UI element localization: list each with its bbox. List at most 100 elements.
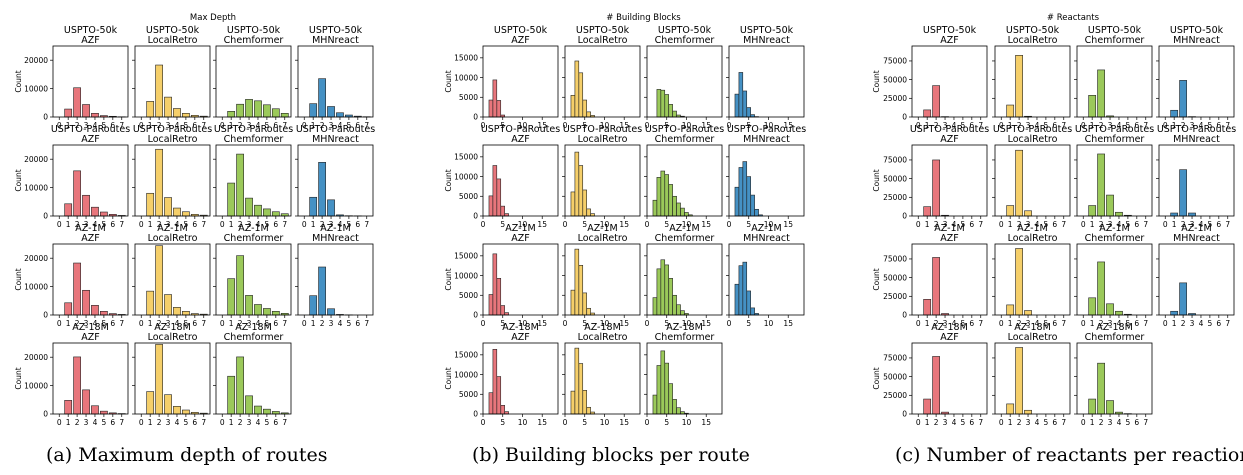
bar <box>1170 109 1179 118</box>
x-tick-label: 2 <box>238 220 243 229</box>
x-tick-label: 0 <box>1163 319 1168 328</box>
bar <box>254 405 262 415</box>
bar <box>64 302 73 316</box>
bar <box>1179 169 1187 217</box>
bar <box>664 94 669 118</box>
bar <box>582 292 587 316</box>
x-tick-label: 2 <box>157 319 162 328</box>
bar <box>746 290 751 316</box>
x-tick-label: 5 <box>184 220 189 229</box>
x-tick-label: 7 <box>1143 220 1148 229</box>
x-tick-label: 6 <box>192 319 197 328</box>
x-tick-label: 1 <box>229 220 234 229</box>
x-tick-label: 1 <box>148 220 153 229</box>
x-tick-label: 5 <box>1044 220 1049 229</box>
panel-frame <box>911 144 988 217</box>
panel-title: AZ-18M <box>1014 322 1051 333</box>
panel-frame <box>482 144 559 217</box>
panel-title: USPTO-50k <box>1170 25 1224 36</box>
x-tick-label: 1 <box>925 220 930 229</box>
bar <box>1170 310 1179 316</box>
panel-subtitle: MHNreact <box>312 35 359 46</box>
bar <box>173 307 181 316</box>
x-tick-label: 10 <box>764 319 774 328</box>
x-tick-label: 15 <box>619 418 629 427</box>
bar <box>82 194 90 217</box>
panel-subtitle: LocalRetro <box>578 233 628 244</box>
bar <box>578 72 584 118</box>
x-tick-label: 7 <box>1061 220 1066 229</box>
x-tick-label: 2 <box>157 220 162 229</box>
x-tick-label: 0 <box>481 319 486 328</box>
bar <box>82 389 90 415</box>
group-title: # Building Blocks <box>606 13 681 23</box>
bar <box>146 101 155 118</box>
y-axis-label: Count <box>872 268 881 290</box>
bar <box>668 383 673 415</box>
y-tick-label: 10000 <box>24 183 48 192</box>
panel-title: AZ-1M <box>1181 223 1212 234</box>
x-tick-label: 6 <box>1134 220 1139 229</box>
x-tick-label: 5 <box>265 319 270 328</box>
bar <box>660 89 666 118</box>
y-tick-label: 50000 <box>883 75 907 84</box>
bar <box>227 111 236 118</box>
x-tick-label: 3 <box>1190 121 1195 130</box>
bar <box>182 211 190 217</box>
panel-title: USPTO-50k <box>146 25 200 36</box>
panel-title: USPTO-50k <box>309 25 363 36</box>
x-tick-label: 5 <box>102 319 107 328</box>
panel-frame <box>1076 45 1153 118</box>
x-tick-label: 0 <box>139 220 144 229</box>
bar <box>500 305 505 316</box>
bar <box>738 265 744 316</box>
x-tick-label: 5 <box>582 319 587 328</box>
x-tick-label: 4 <box>93 121 98 130</box>
panel-subtitle: Chemformer <box>224 134 284 145</box>
panel-title: USPTO-50k <box>740 25 794 36</box>
x-tick-label: 5 <box>1126 418 1131 427</box>
x-tick-label: 3 <box>166 418 171 427</box>
bar <box>182 113 190 118</box>
bar <box>280 113 289 118</box>
panel-title: AZ-1M <box>75 223 106 234</box>
x-tick-label: 7 <box>282 220 287 229</box>
x-tick-label: 1 <box>1090 220 1095 229</box>
x-tick-label: 7 <box>201 121 206 130</box>
y-tick-label: 15000 <box>454 54 478 63</box>
bar <box>318 162 326 217</box>
bar <box>1015 55 1023 118</box>
panel-frame <box>728 45 805 118</box>
y-tick-label: 10000 <box>24 282 48 291</box>
panel-frame <box>728 144 805 217</box>
x-tick-label: 0 <box>220 418 225 427</box>
x-tick-label: 7 <box>1225 319 1230 328</box>
y-axis-label: Count <box>14 268 23 290</box>
x-tick-label: 1 <box>148 418 153 427</box>
bar <box>173 207 181 217</box>
y-tick-label: 0 <box>473 311 478 320</box>
panel-subtitle: Chemformer <box>1085 332 1145 343</box>
y-axis-label: Count <box>444 169 453 191</box>
y-tick-label: 5000 <box>459 192 478 201</box>
bar <box>496 100 502 118</box>
y-tick-label: 0 <box>473 113 478 122</box>
y-tick-label: 75000 <box>883 156 907 165</box>
y-tick-label: 50000 <box>883 372 907 381</box>
x-tick-label: 2 <box>320 319 325 328</box>
y-tick-label: 0 <box>473 212 478 221</box>
bar <box>492 165 498 217</box>
x-tick-label: 4 <box>1199 319 1204 328</box>
bar <box>64 108 73 118</box>
x-tick-label: 5 <box>961 418 966 427</box>
chart-group-2: # ReactantsUSPTO-50kAZF0250005000075000C… <box>872 13 1236 427</box>
x-tick-label: 7 <box>119 121 124 130</box>
y-tick-label: 50000 <box>883 273 907 282</box>
